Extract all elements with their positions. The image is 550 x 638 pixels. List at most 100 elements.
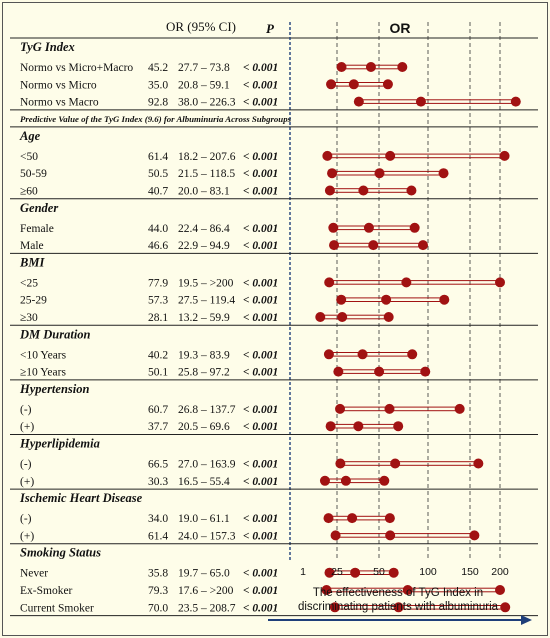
- row-ci: 17.6 – >200: [178, 585, 234, 597]
- or-marker: [385, 150, 396, 161]
- ci-lower-marker: [319, 475, 330, 486]
- row-p: < 0.001: [243, 223, 278, 235]
- row-label: (-): [20, 459, 32, 471]
- or-marker: [340, 475, 351, 486]
- row-or: 40.2: [148, 349, 168, 361]
- ci-line: [331, 170, 445, 176]
- ci-upper-marker: [438, 168, 449, 179]
- row-ci: 26.8 – 137.7: [178, 404, 236, 416]
- ci-line: [329, 188, 412, 193]
- x-axis-label-line1: The effectiveness of TyG Index in: [313, 587, 483, 599]
- row-ci: 18.2 – 207.6: [178, 151, 236, 163]
- row-label: 25-29: [20, 295, 47, 307]
- row-label: Normo vs Micro: [20, 79, 97, 91]
- ci-upper-marker: [384, 513, 395, 524]
- row-or: 60.7: [148, 404, 168, 416]
- row-p: < 0.001: [243, 151, 278, 163]
- row-label: Never: [20, 568, 48, 580]
- ci-upper-marker: [397, 62, 408, 72]
- row-or: 40.7: [148, 186, 168, 198]
- row-ci: 38.0 – 226.3: [178, 97, 236, 109]
- row-label: (+): [20, 421, 34, 433]
- row-label: (-): [20, 513, 32, 525]
- row-label: Current Smoker: [20, 602, 94, 614]
- ci-lower-marker: [322, 150, 333, 161]
- row-or: 35.0: [148, 79, 168, 91]
- row-label: ≥60: [20, 186, 38, 198]
- ci-upper-marker: [473, 458, 484, 469]
- section-title: TyG Index: [20, 40, 75, 54]
- ci-lower-marker: [336, 62, 347, 72]
- row-p: < 0.001: [243, 240, 278, 252]
- x-axis-label-line2: discriminating patients with albuminuria: [298, 601, 499, 613]
- row-or: 50.1: [148, 367, 168, 379]
- ci-line: [358, 99, 517, 104]
- section-title: Age: [19, 129, 41, 143]
- subgroup-note: Predictive Value of the TyG Index (9.6) …: [20, 114, 292, 124]
- ci-upper-marker: [383, 312, 394, 322]
- or-marker: [401, 277, 412, 288]
- ci-lower-marker: [324, 567, 335, 578]
- section-title: DM Duration: [19, 327, 91, 341]
- row-or: 66.5: [148, 459, 168, 471]
- ci-lower-marker: [324, 277, 335, 288]
- row-label: Normo vs Macro: [20, 97, 99, 109]
- ci-lower-marker: [326, 79, 337, 90]
- ci-line: [328, 280, 501, 285]
- row-ci: 20.0 – 83.1: [178, 186, 230, 198]
- row-p: < 0.001: [243, 168, 278, 180]
- row-or: 50.5: [148, 168, 168, 180]
- ci-line: [328, 515, 391, 521]
- row-ci: 27.7 – 73.8: [178, 62, 230, 74]
- row-ci: 16.5 – 55.4: [178, 476, 230, 488]
- row-p: < 0.001: [243, 62, 278, 74]
- row-label: Ex-Smoker: [20, 585, 73, 597]
- row-ci: 19.5 – >200: [178, 277, 234, 289]
- row-ci: 19.3 – 83.9: [178, 349, 230, 361]
- row-p: < 0.001: [243, 530, 278, 542]
- ci-line: [333, 242, 424, 248]
- row-p: < 0.001: [243, 513, 278, 525]
- ci-upper-marker: [469, 530, 480, 541]
- header-or-ci: OR (95% CI): [166, 19, 236, 34]
- ci-upper-marker: [382, 79, 393, 90]
- row-or: 37.7: [148, 421, 168, 433]
- row-or: 28.1: [148, 312, 168, 324]
- x-tick-label: 25: [331, 566, 343, 578]
- row-or: 61.4: [148, 151, 168, 163]
- ci-line: [330, 423, 399, 429]
- direction-arrow-head: [521, 615, 532, 625]
- row-label: (+): [20, 476, 34, 488]
- ci-upper-marker: [406, 185, 417, 196]
- row-or: 45.2: [148, 62, 168, 74]
- ci-upper-marker: [510, 96, 521, 107]
- ci-line: [340, 297, 445, 302]
- or-marker: [385, 530, 396, 541]
- row-or: 46.6: [148, 240, 168, 252]
- row-ci: 19.0 – 61.1: [178, 513, 230, 525]
- ci-upper-marker: [500, 602, 511, 613]
- row-or: 61.4: [148, 530, 168, 542]
- ci-lower-marker: [323, 349, 334, 360]
- ci-lower-marker: [329, 240, 340, 251]
- row-p: < 0.001: [243, 568, 278, 580]
- row-p: < 0.001: [243, 585, 278, 597]
- ci-lower-marker: [333, 366, 344, 377]
- ci-lower-marker: [315, 312, 326, 322]
- row-ci: 20.8 – 59.1: [178, 79, 230, 91]
- ci-lower-marker: [327, 168, 338, 179]
- row-or: 35.8: [148, 568, 168, 580]
- row-p: < 0.001: [243, 97, 278, 109]
- or-marker: [402, 585, 413, 595]
- ci-line: [326, 153, 506, 159]
- row-label: Normo vs Micro+Macro: [20, 62, 133, 74]
- ci-lower-marker: [335, 403, 346, 414]
- row-or: 92.8: [148, 97, 168, 109]
- ci-upper-marker: [439, 294, 450, 305]
- ci-upper-marker: [379, 475, 390, 486]
- x-tick-label: 150: [461, 566, 479, 578]
- row-p: < 0.001: [243, 459, 278, 471]
- section-title: Hyperlipidemia: [19, 437, 100, 451]
